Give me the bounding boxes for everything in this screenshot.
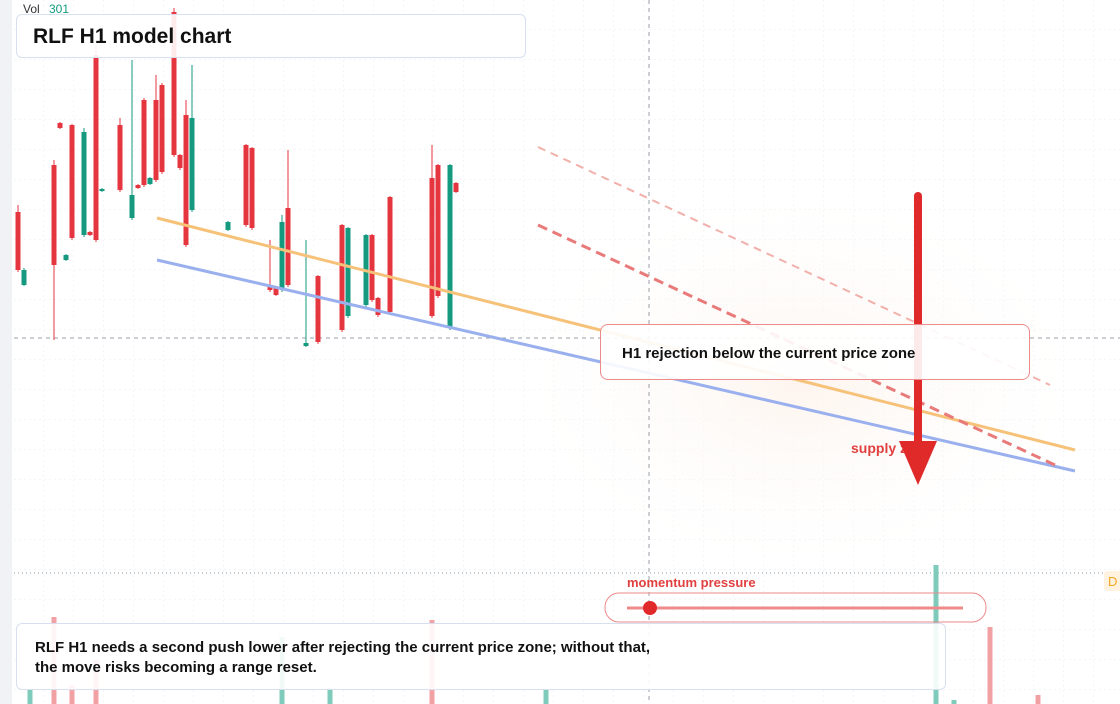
volume-bar <box>987 627 993 704</box>
candle-body <box>69 125 75 238</box>
candle-body <box>147 178 153 184</box>
candle-body <box>447 165 453 328</box>
candle-body <box>429 178 435 316</box>
candle-body <box>117 125 123 190</box>
candle-body <box>435 165 441 296</box>
volume-bar <box>69 685 75 704</box>
volume-bar <box>27 690 33 704</box>
marker-bg <box>1104 571 1120 591</box>
candle-body <box>183 115 189 245</box>
candle-body <box>285 208 291 285</box>
candle-body <box>273 288 279 295</box>
candle-body <box>135 185 141 188</box>
candle-body <box>99 189 105 191</box>
candle-body <box>387 197 393 312</box>
candle-body <box>153 100 159 180</box>
trend-line-dashed-light <box>537 146 1051 386</box>
candle-body <box>159 85 165 172</box>
candle-body <box>225 222 231 230</box>
candle-body <box>339 225 345 330</box>
title: RLF H1 model chart <box>16 14 526 58</box>
candle-body <box>141 100 147 185</box>
marker-label: D <box>1108 574 1117 589</box>
candle-body <box>369 235 375 300</box>
candle-body <box>177 155 183 168</box>
volume-bar <box>543 690 549 704</box>
footer-note: RLF H1 needs a second push lower after r… <box>16 623 946 690</box>
momentum-knob <box>643 601 657 615</box>
candle-body <box>81 132 87 235</box>
momentum-box <box>604 592 987 623</box>
candle-body <box>453 183 459 192</box>
candle-body <box>171 12 177 155</box>
vol-label: Vol <box>23 2 40 16</box>
candles <box>15 8 459 347</box>
candle-body <box>279 222 285 288</box>
candle-body <box>315 276 321 342</box>
candle-body <box>21 270 27 285</box>
candle-body <box>375 298 381 315</box>
candle-body <box>189 118 195 210</box>
candle-body <box>249 148 255 228</box>
candle-body <box>63 255 69 260</box>
candle-body <box>129 195 135 218</box>
candle-body <box>57 123 63 128</box>
arrow-head <box>899 441 937 485</box>
volume-bar <box>327 688 333 704</box>
momentum-label: momentum pressure <box>627 575 756 590</box>
volume-bar <box>951 700 957 704</box>
vol-value: 301 <box>49 2 69 16</box>
candle-body <box>93 55 99 240</box>
candle-body <box>345 228 351 316</box>
candle-body <box>243 145 249 225</box>
candle-body <box>303 343 309 346</box>
left-edge <box>0 0 12 704</box>
candle-body <box>51 165 57 265</box>
callout: H1 rejection below the current price zon… <box>600 324 1030 380</box>
volume-bar <box>1035 695 1041 704</box>
candle-body <box>15 212 21 270</box>
candle-body <box>87 232 93 235</box>
